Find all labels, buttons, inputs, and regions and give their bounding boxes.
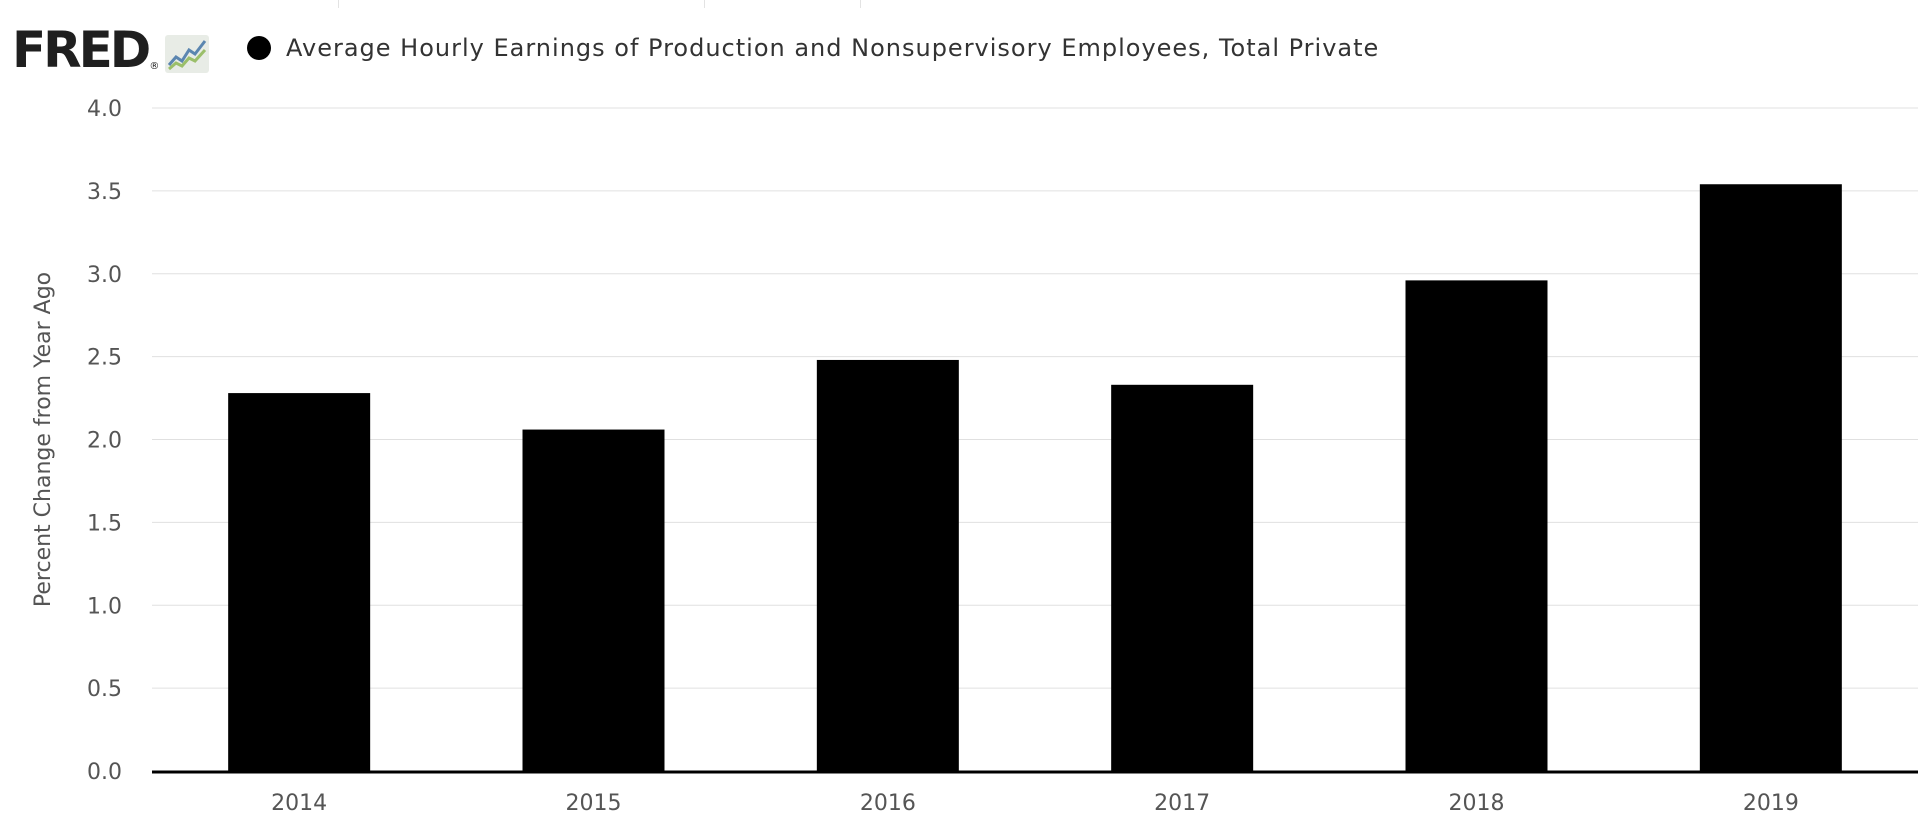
bar-2014: [228, 393, 371, 771]
bar-2018: [1405, 280, 1548, 771]
x-tick-label: 2016: [860, 791, 916, 816]
top-divider-tick: [860, 0, 861, 8]
x-tick-label: 2017: [1154, 791, 1210, 816]
line-graph-icon: [165, 35, 210, 73]
bar-2019: [1699, 184, 1842, 771]
legend-marker: [247, 36, 271, 60]
y-tick-label: 4.0: [87, 97, 122, 122]
y-tick-label: 3.0: [87, 263, 122, 288]
gridlines: [152, 107, 1918, 689]
x-tick-label: 2019: [1743, 791, 1799, 816]
x-tick-label: 2018: [1449, 791, 1505, 816]
y-tick-label: 2.5: [87, 346, 122, 371]
y-tick-label: 3.5: [87, 180, 122, 205]
fred-logo[interactable]: FRED ®: [12, 21, 210, 79]
chart-header: FRED ® Average Hourly Earnings of Produc…: [0, 0, 1926, 100]
y-axis-label: Percent Change from Year Ago: [31, 272, 56, 607]
y-tick-label: 0.5: [87, 677, 122, 702]
x-tick-label: 2014: [271, 791, 327, 816]
y-axis-ticks: 0.0 0.5 1.0 1.5 2.0 2.5 3.0 3.5 4.0: [87, 97, 122, 785]
y-tick-label: 1.0: [87, 594, 122, 619]
top-divider-tick: [338, 0, 339, 8]
top-divider-tick: [704, 0, 705, 8]
legend-label: Average Hourly Earnings of Production an…: [286, 34, 1380, 62]
bars: [228, 184, 1842, 771]
bar-2016: [816, 359, 959, 771]
y-tick-label: 1.5: [87, 511, 122, 536]
chart-legend[interactable]: Average Hourly Earnings of Production an…: [247, 34, 1379, 62]
x-axis-ticks: 2014 2015 2016 2017 2018 2019: [271, 791, 1799, 816]
bar-2015: [522, 429, 665, 771]
y-tick-label: 2.0: [87, 429, 122, 454]
registered-mark: ®: [149, 61, 160, 72]
bar-2017: [1111, 384, 1254, 771]
fred-logo-text: FRED: [12, 21, 151, 79]
x-tick-label: 2015: [566, 791, 622, 816]
y-tick-label: 0.0: [87, 760, 122, 785]
